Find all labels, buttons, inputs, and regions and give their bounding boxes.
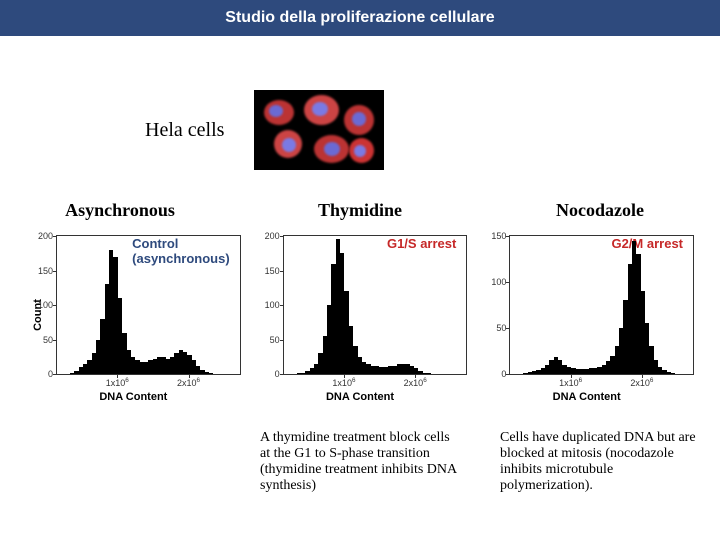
histogram-bars xyxy=(284,236,467,374)
plot-area: G1/S arrest0501001502001x1062x106 xyxy=(283,235,468,375)
xtick-label: 1x106 xyxy=(106,377,129,388)
plot-area: G2/M arrest0501001501x1062x106 xyxy=(509,235,694,375)
x-axis-label: DNA Content xyxy=(553,391,621,403)
xtick-label: 1x106 xyxy=(559,377,582,388)
ytick-label: 50 xyxy=(480,323,506,333)
hela-row: Hela cells xyxy=(145,90,384,170)
histogram-bars xyxy=(57,236,240,374)
ytick-label: 100 xyxy=(27,300,53,310)
col-header-thymidine: Thymidine xyxy=(240,200,480,221)
header-bar: Studio della proliferazione cellulare xyxy=(0,0,720,36)
x-axis-label: DNA Content xyxy=(326,391,394,403)
plot-area: Control(asynchronous)0501001502001x1062x… xyxy=(56,235,241,375)
xtick-label: 1x106 xyxy=(332,377,355,388)
xtick-label: 2x106 xyxy=(177,377,200,388)
header-title: Studio della proliferazione cellulare xyxy=(225,9,494,27)
ytick-label: 200 xyxy=(254,231,280,241)
ytick-label: 200 xyxy=(27,231,53,241)
ytick-label: 0 xyxy=(480,369,506,379)
hela-cell-image xyxy=(254,90,384,170)
ytick-label: 150 xyxy=(254,266,280,276)
xtick-label: 2x106 xyxy=(404,377,427,388)
ytick-label: 150 xyxy=(480,231,506,241)
x-axis-label: DNA Content xyxy=(99,391,167,403)
xtick-label: 2x106 xyxy=(630,377,653,388)
chart-panel-0: CountControl(asynchronous)0501001502001x… xyxy=(20,225,247,405)
charts-row: CountControl(asynchronous)0501001502001x… xyxy=(20,225,700,405)
hela-label: Hela cells xyxy=(145,119,224,142)
chart-panel-2: G2/M arrest0501001501x1062x106 DNA Conten… xyxy=(473,225,700,405)
captions-row: . A thymidine treatment block cells at t… xyxy=(0,430,720,494)
ytick-label: 0 xyxy=(254,369,280,379)
chart-panel-1: G1/S arrest0501001502001x1062x106 DNA Con… xyxy=(247,225,474,405)
ytick-label: 50 xyxy=(254,335,280,345)
ytick-label: 100 xyxy=(480,277,506,287)
ytick-label: 100 xyxy=(254,300,280,310)
caption-thymidine: A thymidine treatment block cells at the… xyxy=(240,430,480,494)
histogram-bars xyxy=(510,236,693,374)
col-header-asynchronous: Asynchronous xyxy=(0,200,240,221)
caption-nocodazole: Cells have duplicated DNA but are blocke… xyxy=(480,430,720,494)
column-headers: Asynchronous Thymidine Nocodazole xyxy=(0,200,720,221)
ytick-label: 0 xyxy=(27,369,53,379)
col-header-nocodazole: Nocodazole xyxy=(480,200,720,221)
ytick-label: 150 xyxy=(27,266,53,276)
ytick-label: 50 xyxy=(27,335,53,345)
